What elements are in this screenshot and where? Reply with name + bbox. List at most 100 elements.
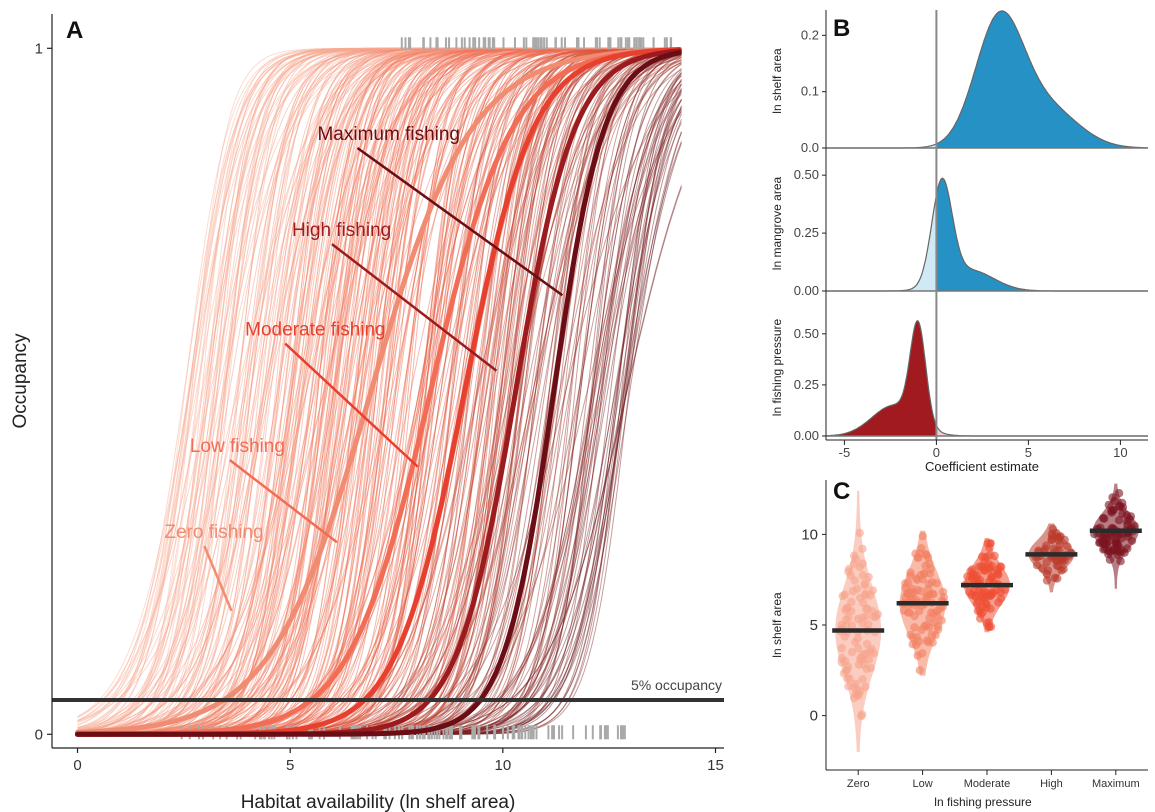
background-curve: [77, 47, 682, 733]
density-positive-0: [936, 10, 1148, 149]
background-curve: [77, 47, 682, 733]
data-point: [1115, 502, 1124, 511]
data-point: [860, 581, 870, 590]
background-curve: [77, 47, 682, 735]
panel-a-rug-top: [400, 37, 673, 50]
data-point: [967, 590, 976, 600]
data-point: [858, 675, 867, 684]
background-curve: [77, 47, 682, 734]
data-point: [861, 591, 870, 600]
data-point: [864, 655, 874, 664]
data-point: [986, 539, 995, 548]
series-leader-3: [331, 243, 498, 372]
background-curve: [77, 47, 682, 722]
panel-c-y-title: ln shelf area: [770, 592, 784, 658]
panel-b-label: B: [833, 15, 850, 42]
background-curve: [77, 47, 682, 735]
data-point: [924, 637, 933, 647]
category-label-2: Moderate: [964, 778, 1010, 790]
background-curve: [77, 47, 682, 729]
facet-y-tick-label: 0.50: [794, 167, 819, 182]
series-leader-4: [356, 147, 564, 297]
data-point: [986, 622, 996, 631]
data-point: [906, 571, 915, 580]
data-point: [848, 587, 858, 596]
background-curve: [77, 47, 682, 726]
background-curve: [77, 47, 682, 734]
group-0: Zero: [832, 490, 885, 790]
group-1: Low: [896, 530, 949, 790]
data-point: [930, 618, 939, 627]
x-tick-label: 10: [494, 757, 511, 774]
background-curve: [77, 47, 682, 735]
data-point: [857, 711, 866, 721]
background-curve: [77, 47, 682, 735]
x-tick-label: 0: [73, 757, 81, 774]
facet-0: 0.0 0.1 0.2 ln shelf area: [770, 10, 1148, 155]
background-curve: [77, 47, 682, 734]
background-curve: [77, 47, 682, 732]
category-label-1: Low: [913, 778, 933, 790]
background-curve: [77, 47, 682, 735]
data-point: [843, 674, 852, 683]
density-positive-2: [936, 425, 1148, 436]
background-curve: [77, 47, 682, 733]
background-curve: [77, 47, 682, 732]
background-curve: [77, 47, 682, 735]
group-2: Moderate: [961, 538, 1013, 790]
data-point: [914, 637, 924, 646]
density-negative-2: [826, 320, 937, 436]
background-curve: [77, 47, 682, 735]
data-point: [1042, 558, 1051, 567]
series-label-4: Maximum fishing: [317, 124, 460, 145]
data-point: [1099, 538, 1108, 547]
background-curve: [77, 47, 682, 733]
background-curve: [77, 47, 682, 733]
facet-y-tick-label: 0.50: [794, 326, 819, 341]
background-curve: [77, 47, 682, 728]
background-curve: [77, 47, 682, 735]
background-curve: [77, 47, 682, 735]
panel-a: 5% occupancy Zero fishing Low fishing Mode…: [10, 14, 724, 812]
panel-c: C Zero Low Moderate High Maximum 0 5 10 ln shelf…: [770, 478, 1148, 809]
data-point: [932, 606, 942, 616]
y-tick-label: 1: [35, 40, 43, 57]
background-curve: [77, 47, 682, 735]
background-curve: [77, 47, 682, 735]
series-label-0: Zero fishing: [164, 522, 263, 543]
background-curve: [77, 47, 682, 735]
background-curve: [77, 47, 682, 735]
background-curve: [77, 47, 682, 721]
background-curve: [77, 47, 682, 735]
background-curve: [77, 47, 682, 718]
background-curve: [77, 47, 682, 735]
background-curve: [77, 47, 682, 735]
data-point: [847, 607, 856, 616]
background-curve: [77, 47, 682, 731]
background-curve: [77, 47, 682, 732]
panel-b-x-title: Coefficient estimate: [925, 459, 1039, 474]
data-point: [1107, 531, 1116, 541]
panel-a-fishing-curves: [75, 47, 682, 737]
data-point: [837, 643, 846, 653]
background-curve: [77, 47, 682, 735]
background-curve: [77, 47, 682, 735]
data-point: [1104, 549, 1113, 559]
data-point: [1058, 556, 1067, 566]
facet-y-tick-label: 0.0: [801, 140, 819, 155]
background-curve: [77, 47, 682, 723]
facet-y-title-0: ln shelf area: [770, 48, 784, 114]
background-curve: [77, 47, 682, 723]
data-point: [925, 559, 934, 568]
background-curve: [77, 47, 682, 735]
data-point: [1032, 561, 1042, 570]
group-4: Maximum: [1089, 483, 1142, 790]
panel-a-label: A: [66, 17, 83, 44]
data-point: [1100, 514, 1109, 523]
data-point: [838, 591, 847, 601]
data-point: [844, 567, 853, 576]
fishing-curve-4: [75, 50, 682, 737]
data-point: [1114, 489, 1124, 498]
data-point: [1043, 566, 1053, 575]
